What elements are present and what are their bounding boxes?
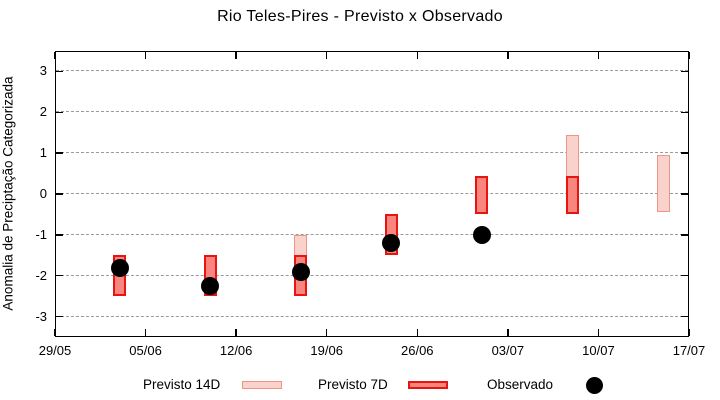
y-gridline [56, 274, 688, 276]
observado-dot [201, 276, 220, 295]
bar-previsto-7d [475, 175, 489, 215]
x-tick-mark [688, 329, 690, 336]
y-tick-mark [681, 234, 688, 236]
y-tick-label: 0 [39, 186, 47, 201]
x-tick-label: 26/06 [401, 343, 434, 358]
y-tick-mark [681, 193, 688, 195]
observado-dot [291, 262, 310, 281]
y-tick-label: -2 [35, 267, 47, 283]
y-gridline [56, 70, 688, 72]
legend-label-observado: Observado [487, 377, 554, 392]
x-tick-mark [416, 329, 418, 336]
y-tick-mark [56, 70, 63, 73]
x-tick-label: 12/06 [219, 343, 253, 358]
x-tick-mark [54, 52, 56, 59]
y-tick-mark [681, 111, 688, 113]
legend-label-previsto-14d: Previsto 14D [143, 377, 221, 392]
y-gridline [56, 111, 688, 113]
x-tick-label: 10/07 [582, 343, 615, 358]
x-tick-mark [54, 329, 56, 336]
y-tick-mark [681, 315, 688, 318]
x-tick-mark [507, 52, 509, 59]
x-tick-mark [144, 329, 147, 336]
x-tick-mark [326, 52, 328, 59]
y-tick-mark [56, 111, 63, 113]
y-tick-mark [56, 315, 63, 318]
y-tick-mark [681, 152, 688, 154]
x-tick-mark [507, 329, 509, 336]
legend-swatch-previsto-14d [242, 381, 282, 389]
y-tick-mark [681, 275, 688, 277]
y-tick-mark [56, 152, 63, 154]
x-tick-mark [597, 329, 600, 336]
x-tick-mark [416, 52, 418, 59]
observado-dot [472, 225, 491, 244]
y-tick-label: 1 [39, 145, 47, 161]
x-tick-mark [144, 52, 147, 59]
plot-area [55, 51, 689, 337]
bar-previsto-14d [656, 155, 670, 213]
bar-previsto-7d [566, 175, 580, 215]
x-tick-mark [688, 52, 690, 59]
y-gridline [56, 152, 688, 154]
y-tick-mark [56, 193, 63, 195]
y-gridline [56, 315, 688, 317]
legend-dot-observado-icon [586, 377, 603, 394]
y-tick-label: 3 [39, 63, 47, 79]
y-gridline [56, 193, 688, 194]
y-tick-mark [56, 275, 63, 277]
y-tick-label: 2 [39, 104, 47, 120]
legend-label-previsto-7d: Previsto 7D [318, 377, 388, 392]
x-tick-mark [235, 329, 237, 336]
x-tick-mark [235, 52, 237, 59]
x-tick-label: 03/07 [491, 343, 525, 358]
x-tick-mark [597, 52, 600, 59]
observado-dot [110, 258, 129, 277]
legend-swatch-previsto-7d [408, 381, 448, 389]
x-tick-label: 17/07 [672, 343, 706, 358]
x-tick-label: 05/06 [129, 343, 162, 358]
y-tick-label: -3 [35, 308, 47, 324]
x-tick-label: 29/05 [38, 343, 72, 358]
y-gridline [56, 233, 688, 235]
x-tick-mark [326, 329, 328, 336]
y-tick-label: -1 [35, 226, 47, 242]
x-tick-label: 19/06 [310, 343, 343, 358]
chart-title: Rio Teles-Pires - Previsto x Observado [217, 8, 503, 25]
y-tick-mark [56, 234, 63, 236]
observado-dot [382, 234, 401, 253]
y-tick-mark [681, 70, 688, 73]
